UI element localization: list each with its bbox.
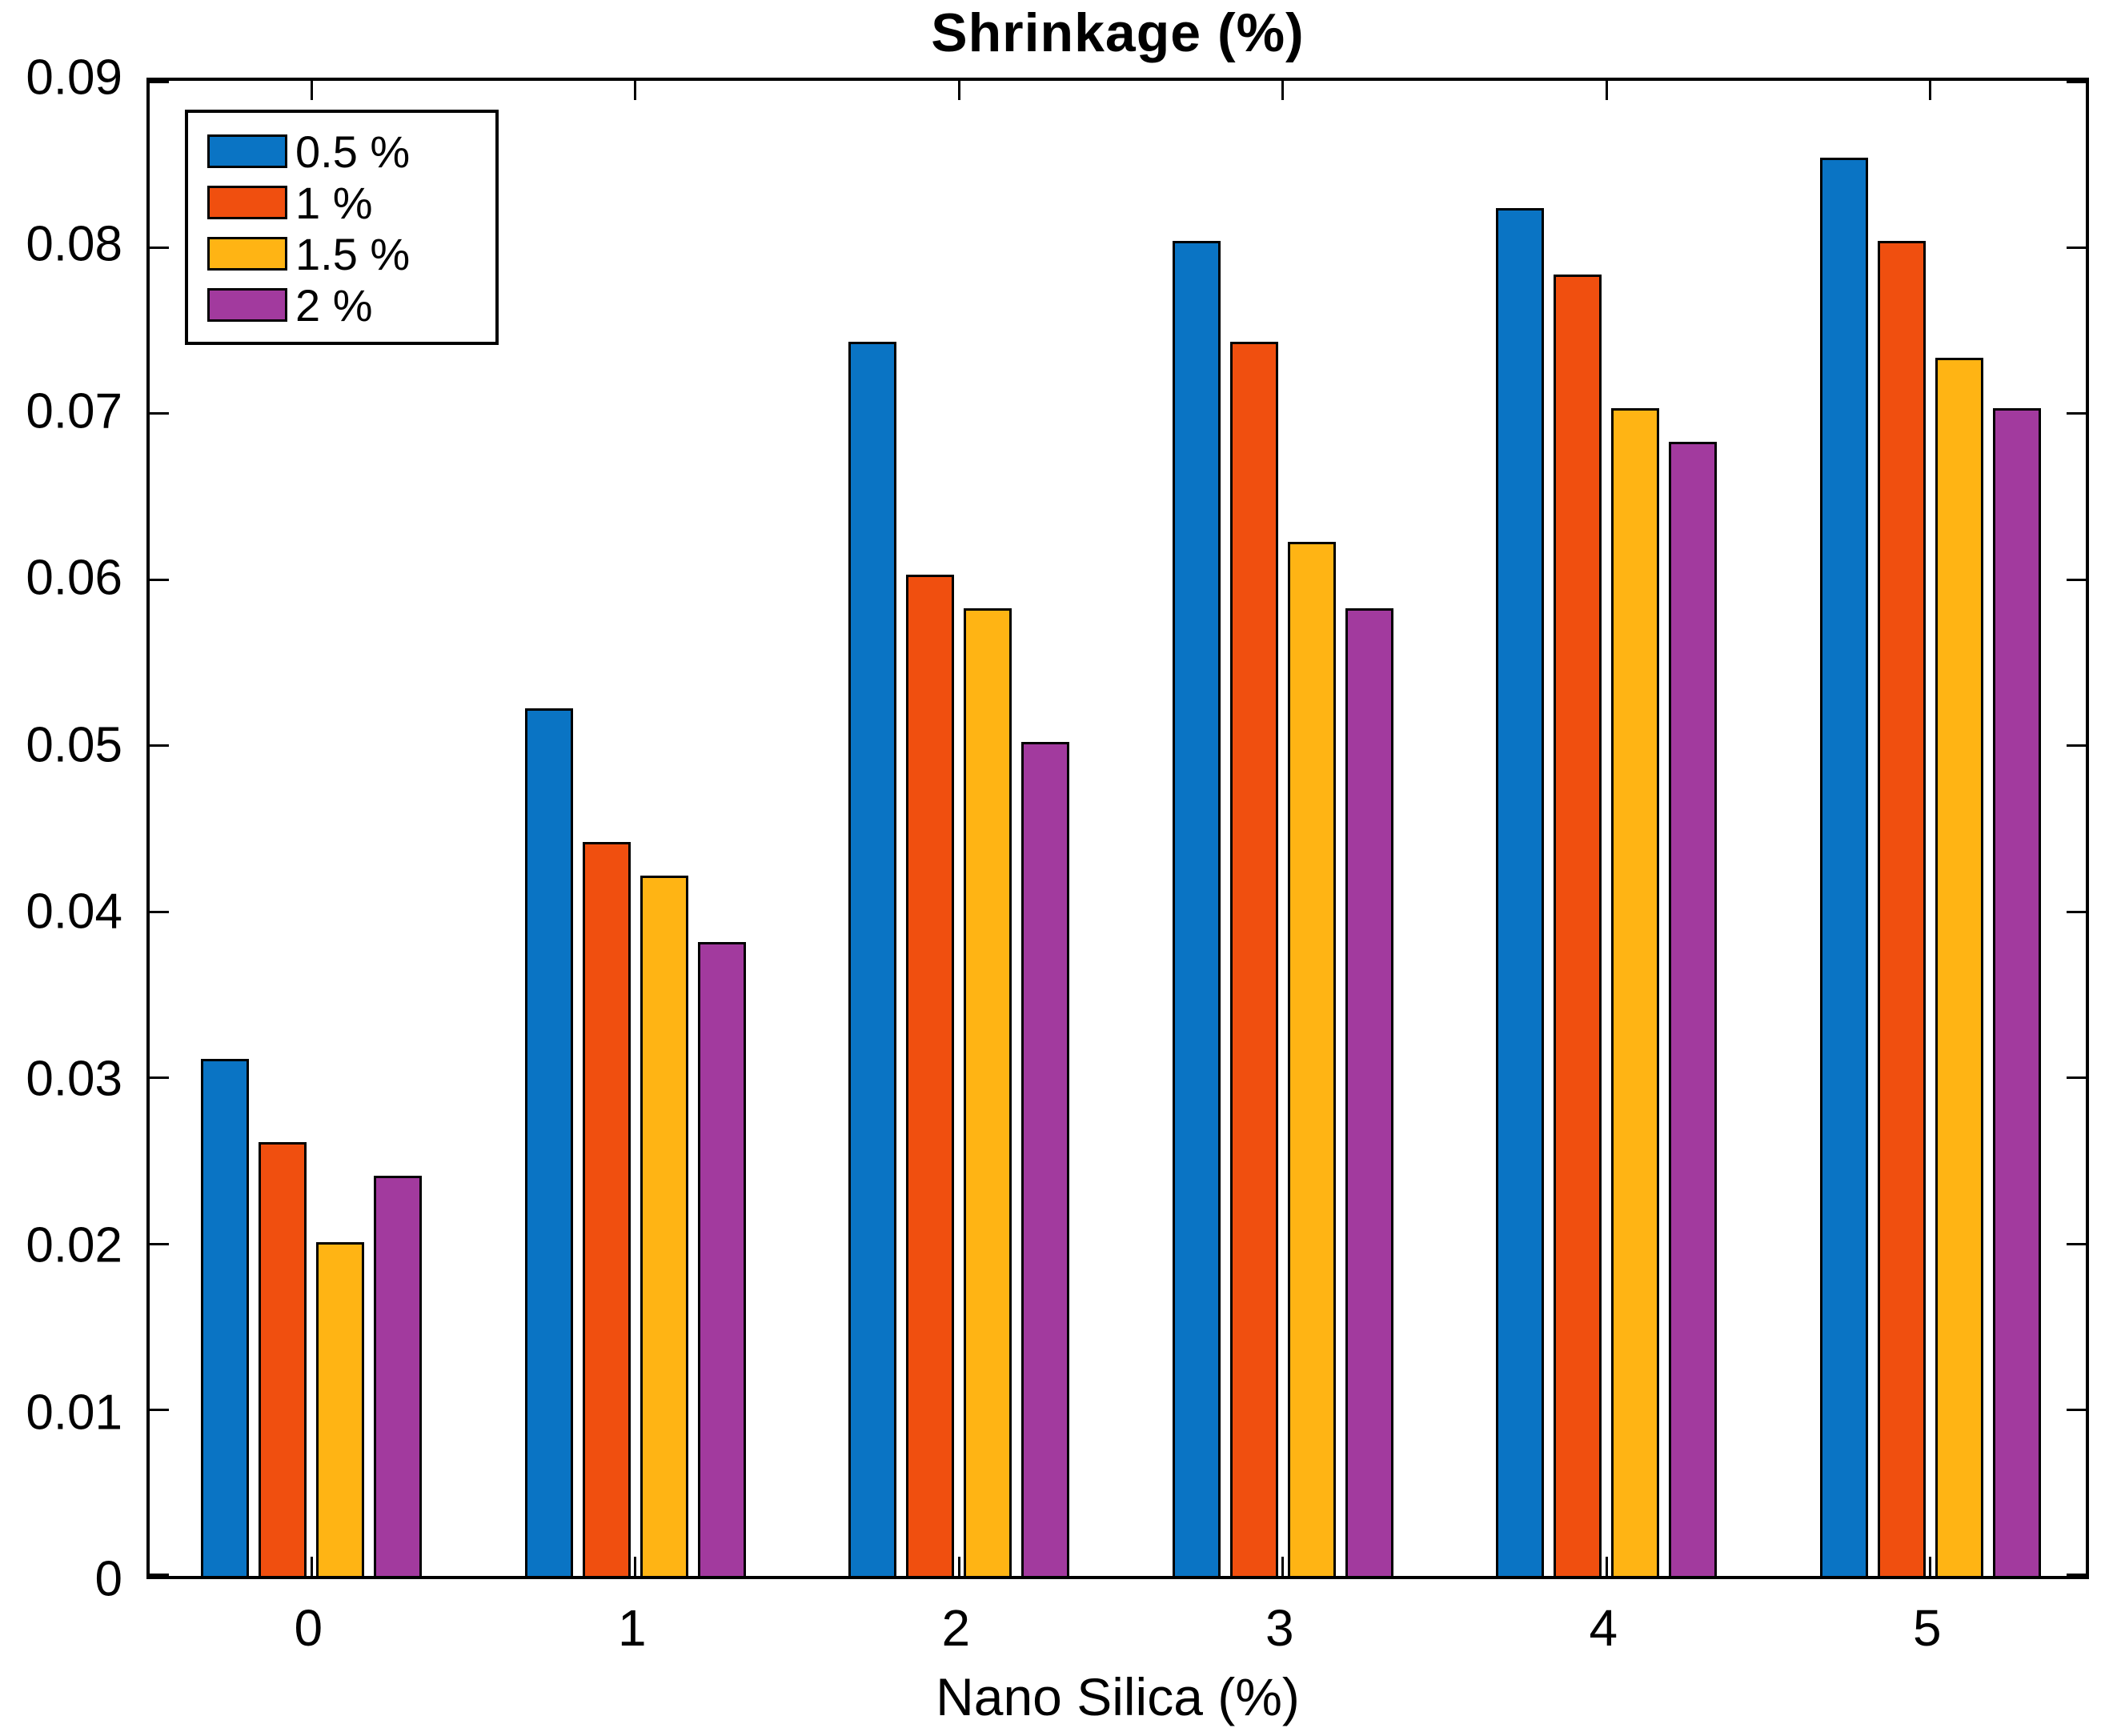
x-tick-mark-top: [634, 81, 637, 100]
legend-item-2: 1 %: [207, 177, 495, 228]
y-tick-mark-right: [2067, 1409, 2086, 1412]
bar-series-4-cat-0: [374, 1175, 423, 1576]
y-tick-mark-right: [2067, 246, 2086, 249]
y-tick-mark-left: [150, 1409, 169, 1412]
y-tick-mark-right: [2067, 1242, 2086, 1245]
y-tick-mark-left: [150, 910, 169, 913]
bar-series-4-cat-1: [697, 941, 746, 1576]
bar-series-3-cat-4: [1611, 407, 1660, 1576]
y-tick-label: 0.06: [26, 550, 122, 606]
y-tick-mark-left: [150, 246, 169, 249]
bar-series-3-cat-5: [1935, 358, 1983, 1576]
plot-area: 0.5 % 1 % 1.5 % 2 %: [146, 78, 2089, 1579]
y-tick-mark-left: [150, 578, 169, 581]
y-tick-mark-right: [2067, 910, 2086, 913]
y-tick-mark-right: [2067, 1076, 2086, 1080]
y-tick-label: 0: [94, 1551, 122, 1607]
y-tick-label: 0.09: [26, 50, 122, 106]
bar-series-1-cat-0: [201, 1058, 250, 1576]
y-tick-label: 0.07: [26, 383, 122, 439]
y-tick-label: 0.08: [26, 216, 122, 272]
bar-series-2-cat-2: [906, 575, 955, 1576]
legend-item-label: 0.5 %: [295, 126, 411, 177]
y-tick-mark-right: [2067, 744, 2086, 748]
x-tick-mark-bottom: [1281, 1557, 1285, 1576]
y-tick-mark-right: [2067, 578, 2086, 581]
bar-series-4-cat-3: [1345, 608, 1393, 1576]
legend-item-label: 1 %: [295, 177, 373, 228]
bar-series-1-cat-2: [848, 341, 897, 1576]
legend-swatch: [207, 186, 287, 219]
x-tick-mark-bottom: [310, 1557, 313, 1576]
y-tick-mark-left: [150, 412, 169, 415]
x-tick-mark-bottom: [634, 1557, 637, 1576]
x-tick-mark-top: [957, 81, 960, 100]
bar-series-4-cat-5: [1992, 407, 2041, 1576]
bar-series-2-cat-5: [1877, 241, 1926, 1576]
legend-item-label: 1.5 %: [295, 228, 411, 279]
bar-series-2-cat-1: [582, 841, 631, 1576]
bar-series-2-cat-3: [1229, 341, 1278, 1576]
bar-series-3-cat-1: [640, 875, 688, 1576]
x-tick-label: 4: [1589, 1599, 1618, 1657]
bar-series-4-cat-4: [1669, 441, 1718, 1576]
bar-series-4-cat-2: [1021, 741, 1070, 1576]
y-tick-mark-right: [2067, 81, 2086, 83]
bar-series-2-cat-4: [1554, 275, 1602, 1576]
x-tick-label: 5: [1912, 1599, 1942, 1657]
bar-series-3-cat-2: [964, 608, 1012, 1576]
y-tick-mark-left: [150, 1574, 169, 1576]
x-tick-mark-top: [1281, 81, 1285, 100]
legend-swatch: [207, 134, 287, 168]
x-tick-label: 3: [1265, 1599, 1294, 1657]
y-tick-mark-left: [150, 81, 169, 83]
y-tick-mark-right: [2067, 412, 2086, 415]
bar-series-1-cat-5: [1819, 158, 1868, 1576]
x-tick-mark-top: [1605, 81, 1608, 100]
x-tick-mark-top: [310, 81, 313, 100]
bar-series-1-cat-1: [524, 708, 573, 1576]
bar-series-1-cat-3: [1172, 241, 1221, 1576]
legend-item-1: 0.5 %: [207, 126, 495, 177]
y-tick-mark-right: [2067, 1574, 2086, 1576]
y-tick-label: 0.03: [26, 1051, 122, 1107]
x-tick-label: 1: [617, 1599, 647, 1657]
x-tick-mark-top: [1929, 81, 1932, 100]
legend-item-label: 2 %: [295, 279, 373, 331]
chart-title: Shrinkage (%): [931, 2, 1305, 63]
bar-series-2-cat-0: [259, 1142, 307, 1576]
y-tick-label: 0.02: [26, 1217, 122, 1273]
legend-swatch: [207, 237, 287, 271]
y-tick-mark-left: [150, 1242, 169, 1245]
y-tick-label: 0.01: [26, 1385, 122, 1441]
y-tick-mark-left: [150, 1076, 169, 1080]
x-tick-label: 0: [294, 1599, 323, 1657]
y-tick-label: 0.05: [26, 717, 122, 773]
y-tick-label: 0.04: [26, 884, 122, 940]
bar-series-1-cat-4: [1496, 207, 1545, 1576]
x-tick-mark-bottom: [1605, 1557, 1608, 1576]
y-tick-mark-left: [150, 744, 169, 748]
x-tick-mark-bottom: [1929, 1557, 1932, 1576]
legend-item-3: 1.5 %: [207, 228, 495, 279]
x-axis-label: Nano Silica (%): [936, 1667, 1300, 1726]
legend-swatch: [207, 288, 287, 322]
x-tick-label: 2: [941, 1599, 971, 1657]
bar-series-3-cat-0: [316, 1242, 365, 1576]
legend: 0.5 % 1 % 1.5 % 2 %: [185, 110, 499, 345]
legend-item-4: 2 %: [207, 279, 495, 331]
x-tick-mark-bottom: [957, 1557, 960, 1576]
bar-series-3-cat-3: [1287, 541, 1336, 1576]
